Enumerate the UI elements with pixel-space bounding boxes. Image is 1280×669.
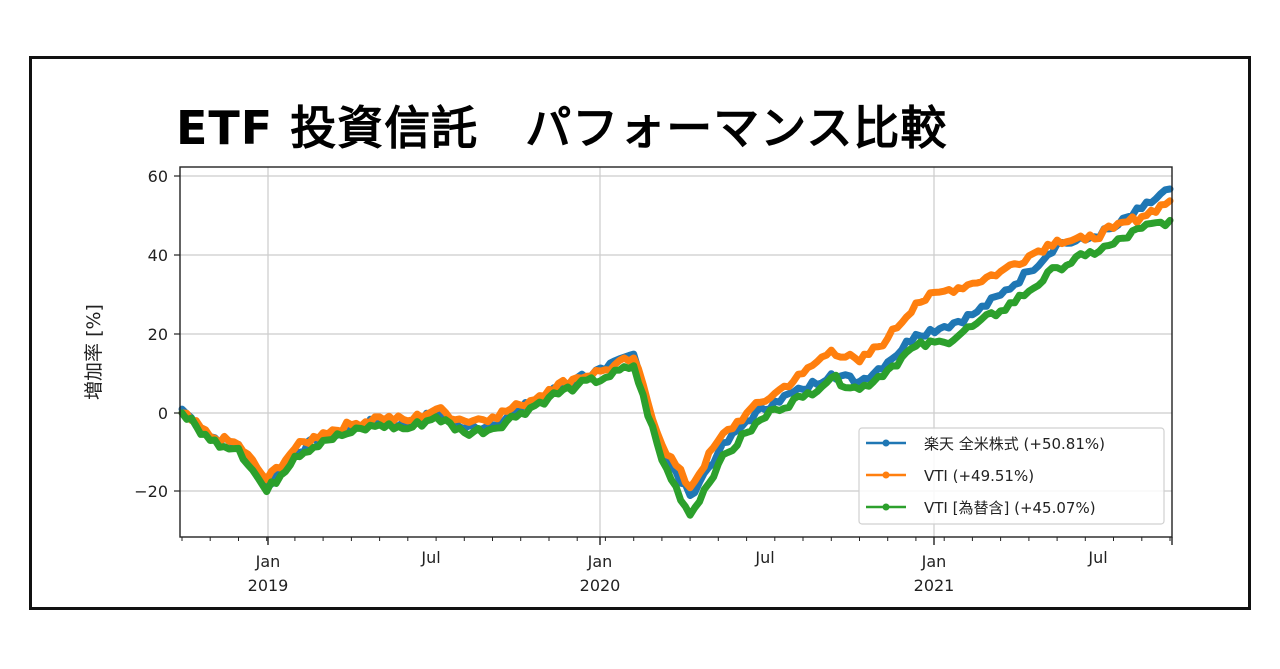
legend-marker-icon — [882, 503, 890, 511]
grid — [180, 167, 1172, 537]
series-line — [178, 197, 1174, 492]
plot-area — [179, 166, 1173, 538]
xtick-label: Jul — [1087, 548, 1107, 567]
xtick-year: 2021 — [914, 576, 955, 595]
legend-label: 楽天 全米株式 (+50.81%) — [924, 435, 1105, 453]
ytick-label: 60 — [148, 167, 168, 186]
legend: 楽天 全米株式 (+50.81%) VTI (+49.51%) VTI [為替含… — [858, 427, 1165, 525]
xtick-label: Jan — [255, 552, 281, 571]
ytick-label: 0 — [158, 404, 168, 423]
legend-marker-icon — [882, 439, 890, 447]
xtick-label: Jan — [587, 552, 613, 571]
x-axis-minor-ticks — [181, 537, 1171, 541]
legend-label: VTI (+49.51%) — [924, 467, 1034, 485]
ytick-label: 40 — [148, 246, 168, 265]
legend-item: VTI (+49.51%) — [866, 467, 1034, 485]
xtick-label: Jul — [754, 548, 774, 567]
xtick-year: 2020 — [580, 576, 621, 595]
xtick-label: Jan — [921, 552, 947, 571]
series-line — [178, 216, 1174, 519]
y-axis — [174, 175, 180, 492]
legend-item: 楽天 全米株式 (+50.81%) — [866, 435, 1105, 453]
legend-marker-icon — [882, 471, 890, 479]
y-axis-label: 増加率 [%] — [83, 304, 105, 400]
xtick-label: Jul — [420, 548, 440, 567]
ytick-label: 20 — [148, 325, 168, 344]
series-layer — [178, 185, 1174, 519]
legend-item: VTI [為替含] (+45.07%) — [866, 499, 1096, 517]
chart-title: ETF 投資信託 パフォーマンス比較 — [176, 101, 948, 155]
legend-label: VTI [為替含] (+45.07%) — [924, 499, 1096, 517]
xtick-year: 2019 — [248, 576, 289, 595]
ytick-label: −20 — [134, 482, 168, 501]
x-axis — [267, 537, 1173, 545]
